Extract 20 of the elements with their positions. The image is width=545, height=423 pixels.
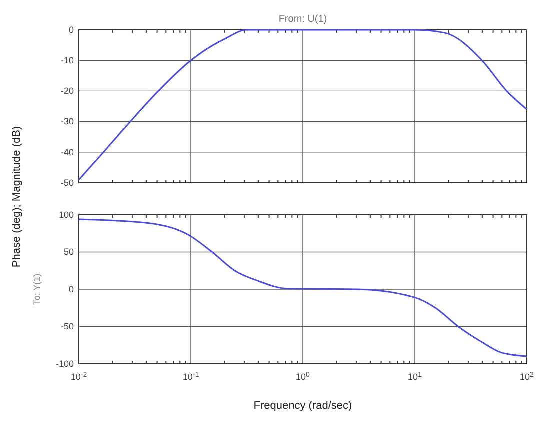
x-axis-title: Frequency (rad/sec): [254, 400, 352, 412]
y-tick-label: -40: [60, 147, 74, 158]
chart-title: From: U(1): [278, 14, 328, 25]
x-tick-label: 10$^{-1}$: [182, 372, 200, 382]
y-tick-label: -50: [60, 178, 74, 188]
x-tick-label: 10$^{2}$: [520, 372, 534, 382]
y-tick-label: 50: [64, 247, 74, 258]
y-tick-label: 0: [68, 24, 74, 35]
y-axis-title: Phase (deg); Magnitude (dB): [11, 126, 23, 268]
y-tick-label: -10: [60, 55, 74, 66]
y-tick-label: -50: [60, 322, 74, 332]
y-tick-label: -20: [60, 86, 74, 96]
x-tick-label: 10$^{0}$: [296, 372, 310, 382]
y-tick-label: 100: [58, 210, 74, 220]
x-tick-label: 10$^{1}$: [408, 372, 422, 382]
x-tick-label: 10$^{-2}$: [70, 372, 88, 382]
y-axis-title: To: Y(1): [32, 274, 42, 306]
y-tick-label: -100: [56, 358, 74, 369]
y-tick-label: -30: [60, 116, 74, 127]
y-tick-label: 0: [68, 284, 74, 294]
